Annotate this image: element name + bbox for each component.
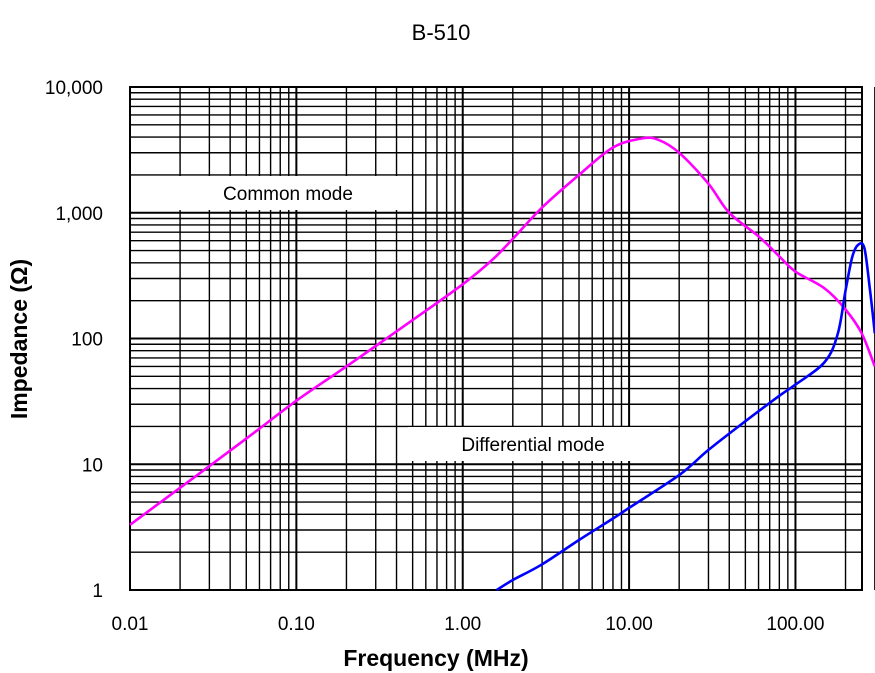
y-tick-label: 10,000 xyxy=(45,78,103,99)
y-tick-labels: 1 10 100 1,000 10,000 xyxy=(45,78,103,602)
annotation-group: Common mode Differential mode xyxy=(135,176,670,461)
x-tick-label: 10.00 xyxy=(605,614,653,635)
series-line-common-mode xyxy=(129,136,875,526)
x-tick-label: 0.10 xyxy=(278,614,315,635)
y-tick-label: 10 xyxy=(82,455,103,476)
x-tick-label: 100.00 xyxy=(766,614,824,635)
annotation-common-mode: Common mode xyxy=(223,184,353,205)
x-tick-labels: 0.01 0.10 1.00 10.00 100.00 xyxy=(112,614,825,635)
series-group xyxy=(129,136,875,592)
annotation-box xyxy=(408,427,670,461)
plot-grid xyxy=(129,87,875,591)
y-axis-label: Impedance (Ω) xyxy=(6,259,32,419)
annotation-differential-mode: Differential mode xyxy=(461,435,604,456)
x-axis-label: Frequency (MHz) xyxy=(343,645,528,671)
annotation-box xyxy=(135,176,405,210)
x-tick-label: 0.01 xyxy=(112,614,149,635)
series-line-differential-mode xyxy=(496,241,875,592)
y-tick-label: 1 xyxy=(92,581,103,602)
x-tick-label: 1.00 xyxy=(444,614,481,635)
y-tick-label: 1,000 xyxy=(55,204,103,225)
plot-frame xyxy=(129,86,863,591)
chart-title: B-510 xyxy=(412,20,471,45)
y-tick-label: 100 xyxy=(71,330,103,351)
